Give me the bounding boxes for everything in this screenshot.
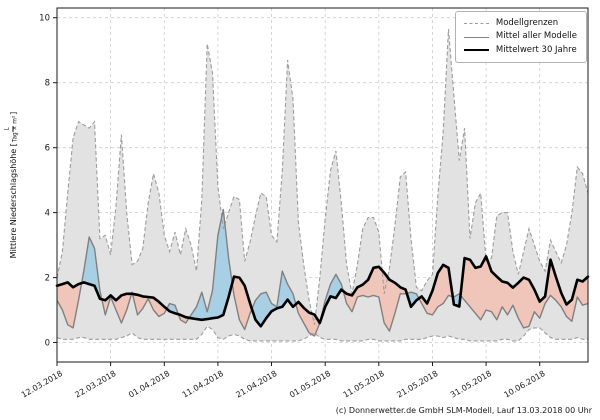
x-tick-label: 21.05.2018 <box>395 369 439 400</box>
model-range-upper-bound-line <box>56 29 589 325</box>
x-tick-label: 01.05.2018 <box>288 369 332 400</box>
x-tick-label: 12.03.2018 <box>20 369 64 400</box>
gray-line-swatch-icon <box>463 36 489 38</box>
legend-label: Modellgrenzen <box>495 18 559 28</box>
y-axis-label-text: Mittlere Niederschlagshöhe [ <box>8 143 18 259</box>
above-normal-area <box>189 209 233 320</box>
climate-mean-line <box>55 255 590 328</box>
y-tick-label: 0 <box>45 338 50 348</box>
x-tick-label: 21.04.2018 <box>234 369 278 400</box>
model-range-band <box>57 29 588 341</box>
y-axis-label: Mittlere Niederschlagshöhe [L Tag × m²] <box>3 15 23 355</box>
above-normal-area <box>319 274 344 323</box>
below-normal-area <box>132 293 167 317</box>
dashed-line-swatch-icon <box>463 23 489 25</box>
below-normal-area <box>460 256 588 328</box>
y-tick-label: 8 <box>45 79 50 89</box>
y-tick-label: 2 <box>45 273 50 283</box>
model-range-lower-bound-line <box>56 325 588 342</box>
below-normal-area <box>418 264 453 315</box>
x-tick-label: 11.05.2018 <box>342 369 386 400</box>
below-normal-area <box>232 276 252 330</box>
y-tick-label: 6 <box>45 144 50 154</box>
legend-item-climate-mean: Mittelwert 30 Jahre <box>463 44 577 57</box>
above-normal-area <box>166 303 179 315</box>
y-axis-unit-fraction: L Tag × m² <box>4 115 19 143</box>
anomaly-fills <box>57 209 588 336</box>
x-tick-label: 11.04.2018 <box>181 369 225 400</box>
legend-label: Mittel aller Modelle <box>495 31 577 42</box>
legend-item-model-mean: Mittel aller Modelle <box>463 30 577 43</box>
below-normal-area <box>343 266 407 332</box>
x-tick-label: 31.05.2018 <box>449 369 493 400</box>
unit-denominator: Tag × m² <box>12 115 19 143</box>
black-line-swatch-icon <box>463 49 489 52</box>
y-axis-label-close-bracket: ] <box>8 111 18 115</box>
plot-border <box>56 7 589 363</box>
y-tick-label: 10 <box>39 14 50 24</box>
above-normal-area <box>81 237 102 300</box>
above-normal-area <box>406 292 419 307</box>
legend-item-model-range: Modellgrenzen <box>463 17 577 30</box>
x-tick-label: 22.03.2018 <box>73 369 117 400</box>
legend-label: Mittelwert 30 Jahre <box>495 44 577 55</box>
below-normal-area <box>295 301 320 336</box>
legend: Modellgrenzen Mittel aller Modelle Mitte… <box>454 11 587 64</box>
below-normal-area <box>57 282 82 328</box>
above-normal-area <box>251 271 296 327</box>
x-tick-label: 01.04.2018 <box>127 369 171 400</box>
x-tick-label: 10.06.2018 <box>503 369 547 400</box>
y-tick-label: 4 <box>45 208 50 218</box>
copyright-caption: (c) Donnerwetter.de GmbH SLM-Modell, Lau… <box>335 406 592 415</box>
